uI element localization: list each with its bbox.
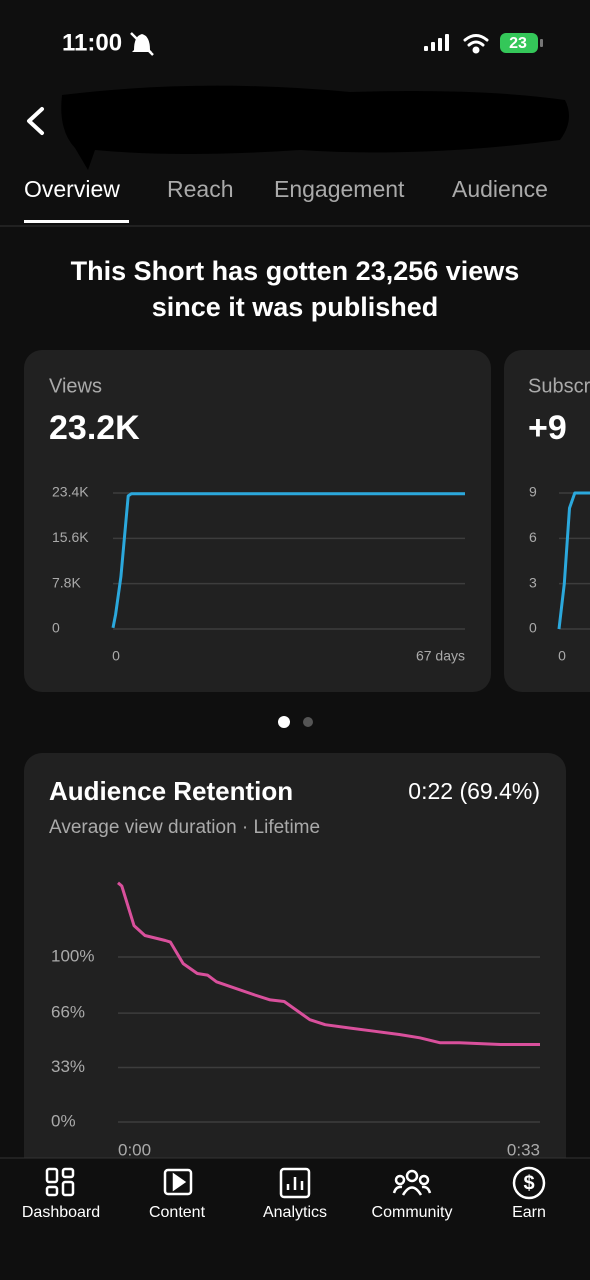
status-time: 11:00 (62, 29, 122, 56)
y-tick-label: 3 (529, 574, 537, 590)
views-card[interactable] (24, 350, 491, 692)
nav-label[interactable]: Dashboard (22, 1204, 100, 1221)
battery (500, 33, 538, 53)
y-tick-label: 66% (51, 1003, 85, 1022)
card-value: 23.2K (49, 409, 140, 447)
y-tick-label: 33% (51, 1057, 85, 1076)
tab[interactable]: Engagement (274, 176, 405, 202)
redacted-title (61, 85, 569, 170)
card-summary: 0:22 (69.4%) (408, 778, 540, 804)
card-value: +9 (528, 409, 567, 447)
nav-label[interactable]: Content (149, 1204, 206, 1221)
signal-icon (424, 34, 449, 51)
y-tick-label: 15.6K (52, 529, 89, 545)
card-title: Views (49, 375, 102, 397)
tab[interactable]: Overview (24, 176, 120, 202)
x-tick-label: 0 (112, 648, 120, 664)
tab-indicator (24, 220, 129, 223)
y-tick-label: 0 (529, 620, 537, 636)
y-tick-label: 0 (52, 620, 60, 636)
card-title: Subscribers (528, 375, 590, 397)
earn-icon-glyph: $ (523, 1172, 534, 1194)
chart: Views 23.2K 0 7.8K 15.6K 23.4K 0 67 days (49, 375, 465, 664)
data-line (117, 881, 540, 1046)
card-subtitle: Average view duration · Lifetime (49, 817, 320, 838)
page-dot (278, 716, 290, 728)
x-tick-label: 0 (558, 648, 566, 664)
tab[interactable]: Reach (167, 176, 233, 202)
nav-label[interactable]: Earn (512, 1204, 546, 1221)
battery-level: 23 (509, 35, 527, 52)
wifi-icon (463, 34, 489, 54)
page-dot (303, 717, 313, 727)
y-tick-label: 100% (51, 946, 94, 965)
x-tick-label: 67 days (416, 648, 465, 664)
y-tick-label: 7.8K (52, 574, 81, 590)
y-tick-label: 0% (51, 1111, 76, 1130)
headline: This Short has gotten 23,256 views since… (70, 256, 520, 322)
nav-label[interactable]: Analytics (263, 1204, 327, 1221)
tab[interactable]: Audience (452, 176, 548, 202)
retention-card[interactable] (24, 753, 566, 1213)
mute-icon (130, 32, 154, 56)
nav-label[interactable]: Community (372, 1204, 453, 1221)
y-tick-label: 23.4K (52, 484, 89, 500)
chart: Subscribers +9 0 3 6 9 0 (528, 375, 590, 664)
x-tick-label: 0:00 (118, 1140, 151, 1159)
y-tick-label: 9 (529, 484, 537, 500)
data-line (111, 492, 465, 629)
nav-icons (45, 1166, 546, 1200)
battery-tip (540, 39, 543, 47)
card-title: Audience Retention (49, 776, 293, 806)
x-tick-label: 0:33 (507, 1140, 540, 1159)
back-button[interactable] (27, 107, 44, 135)
y-tick-label: 6 (529, 529, 537, 545)
chart: Audience Retention Average view duration … (49, 776, 540, 1159)
subscribers-card[interactable] (504, 350, 590, 692)
data-line (557, 491, 590, 630)
